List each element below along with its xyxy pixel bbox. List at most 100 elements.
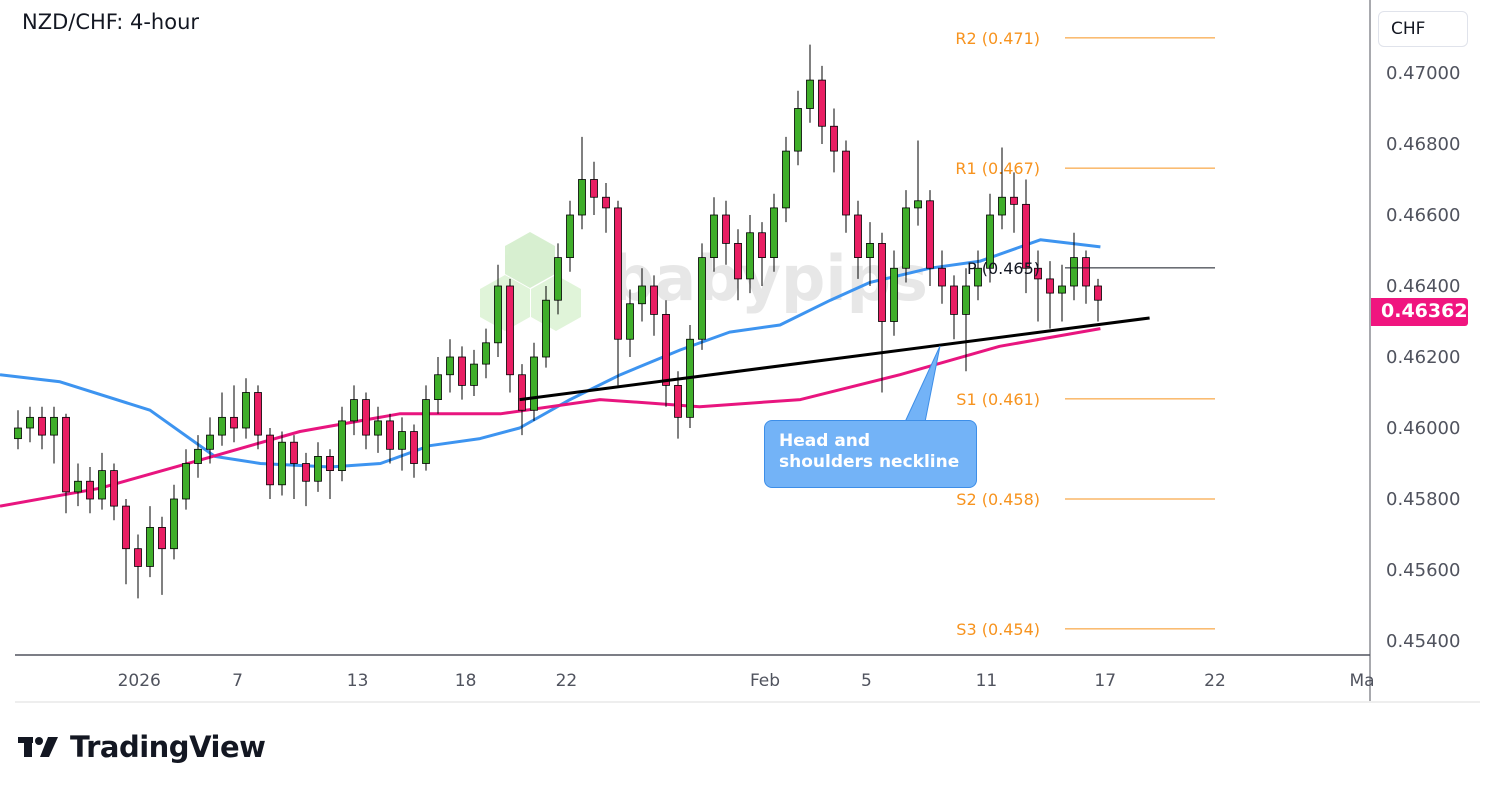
candle-body [1022,203,1030,269]
candle [50,406,58,464]
candle-body [734,242,742,280]
candle-body [938,267,946,287]
candle-body [38,416,46,436]
candle [230,385,238,443]
candle [842,140,850,233]
pivot-label: P (0.465) [967,259,1040,278]
candle-body [1082,257,1090,287]
x-tick-label: 2026 [118,671,161,691]
candle-body [806,79,814,109]
candle-body [662,313,670,386]
candle [1034,250,1042,322]
x-tick-label: 11 [976,671,998,691]
y-tick-label: 0.46600 [1386,205,1460,226]
candle [758,222,766,286]
candle [506,278,514,393]
candle-body [26,416,34,429]
candle [590,161,598,215]
candle-body [1034,267,1042,280]
candle [446,339,454,393]
candle-body [386,420,394,450]
candle [482,328,490,379]
candle-body [146,527,154,567]
candle-body [50,416,58,436]
candle [650,275,658,336]
candle-body [1070,257,1078,287]
candle-body [518,374,526,411]
candle-body [1094,285,1102,301]
candle-body [914,200,922,209]
candle [1022,179,1030,294]
tradingview-logo[interactable]: TradingView [18,730,266,764]
candle [458,346,466,400]
candle [170,484,178,560]
candle [338,406,346,482]
candle [818,65,826,144]
candle-body [14,427,22,440]
candle [326,449,334,499]
candle-body [842,150,850,216]
candle [374,406,382,453]
candle-body [326,455,334,471]
candle-body [158,527,166,550]
candle-body [866,242,874,258]
candle [938,250,946,304]
candle-body [230,416,238,429]
pivot-label: S2 (0.458) [956,490,1040,509]
candle [614,200,622,386]
currency-button[interactable]: CHF [1378,11,1468,47]
candle-body [854,214,862,258]
candle-body [710,214,718,258]
candle-body [446,356,454,376]
candle [734,229,742,301]
pivot-label: S3 (0.454) [956,620,1040,639]
candle [914,140,922,226]
candle-body [74,480,82,493]
candle-body [86,480,94,500]
y-tick-label: 0.45600 [1386,560,1460,581]
candle-body [482,342,490,365]
candle-body [722,214,730,244]
candle [578,136,586,230]
candle [806,44,814,123]
candle [38,406,46,450]
y-tick-label: 0.45400 [1386,631,1460,652]
candle-body [950,285,958,315]
y-tick-label: 0.45800 [1386,489,1460,510]
candle-body [578,179,586,216]
candle [398,417,406,471]
candle [866,222,874,286]
tradingview-text: TradingView [70,730,266,764]
x-tick-label: Feb [750,671,780,691]
candle-body [206,434,214,450]
candle [602,183,610,233]
x-tick-label: 18 [455,671,477,691]
candle [98,452,106,510]
candle [1070,232,1078,301]
candle [434,357,442,414]
candle-body [962,285,970,315]
tradingview-logo-icon [18,737,58,757]
candle [626,289,634,357]
candle-body [170,498,178,550]
candle [86,467,94,514]
candle [494,264,502,357]
y-tick-label: 0.46000 [1386,418,1460,439]
candle [146,506,154,578]
callout-pointer [904,345,941,423]
candle-body [290,441,298,464]
candle [182,449,190,510]
candle-body [530,356,538,411]
candle [302,452,310,507]
candle [782,136,790,223]
y-tick-label: 0.46200 [1386,347,1460,368]
candle-body [590,179,598,198]
pivot-label: R2 (0.471) [955,29,1040,48]
candle [470,349,478,397]
candle [878,232,886,393]
candle [998,147,1006,230]
candle-body [770,207,778,258]
candle [62,413,70,514]
fast-moving-average-line [0,238,1101,469]
candle-body [134,548,142,567]
